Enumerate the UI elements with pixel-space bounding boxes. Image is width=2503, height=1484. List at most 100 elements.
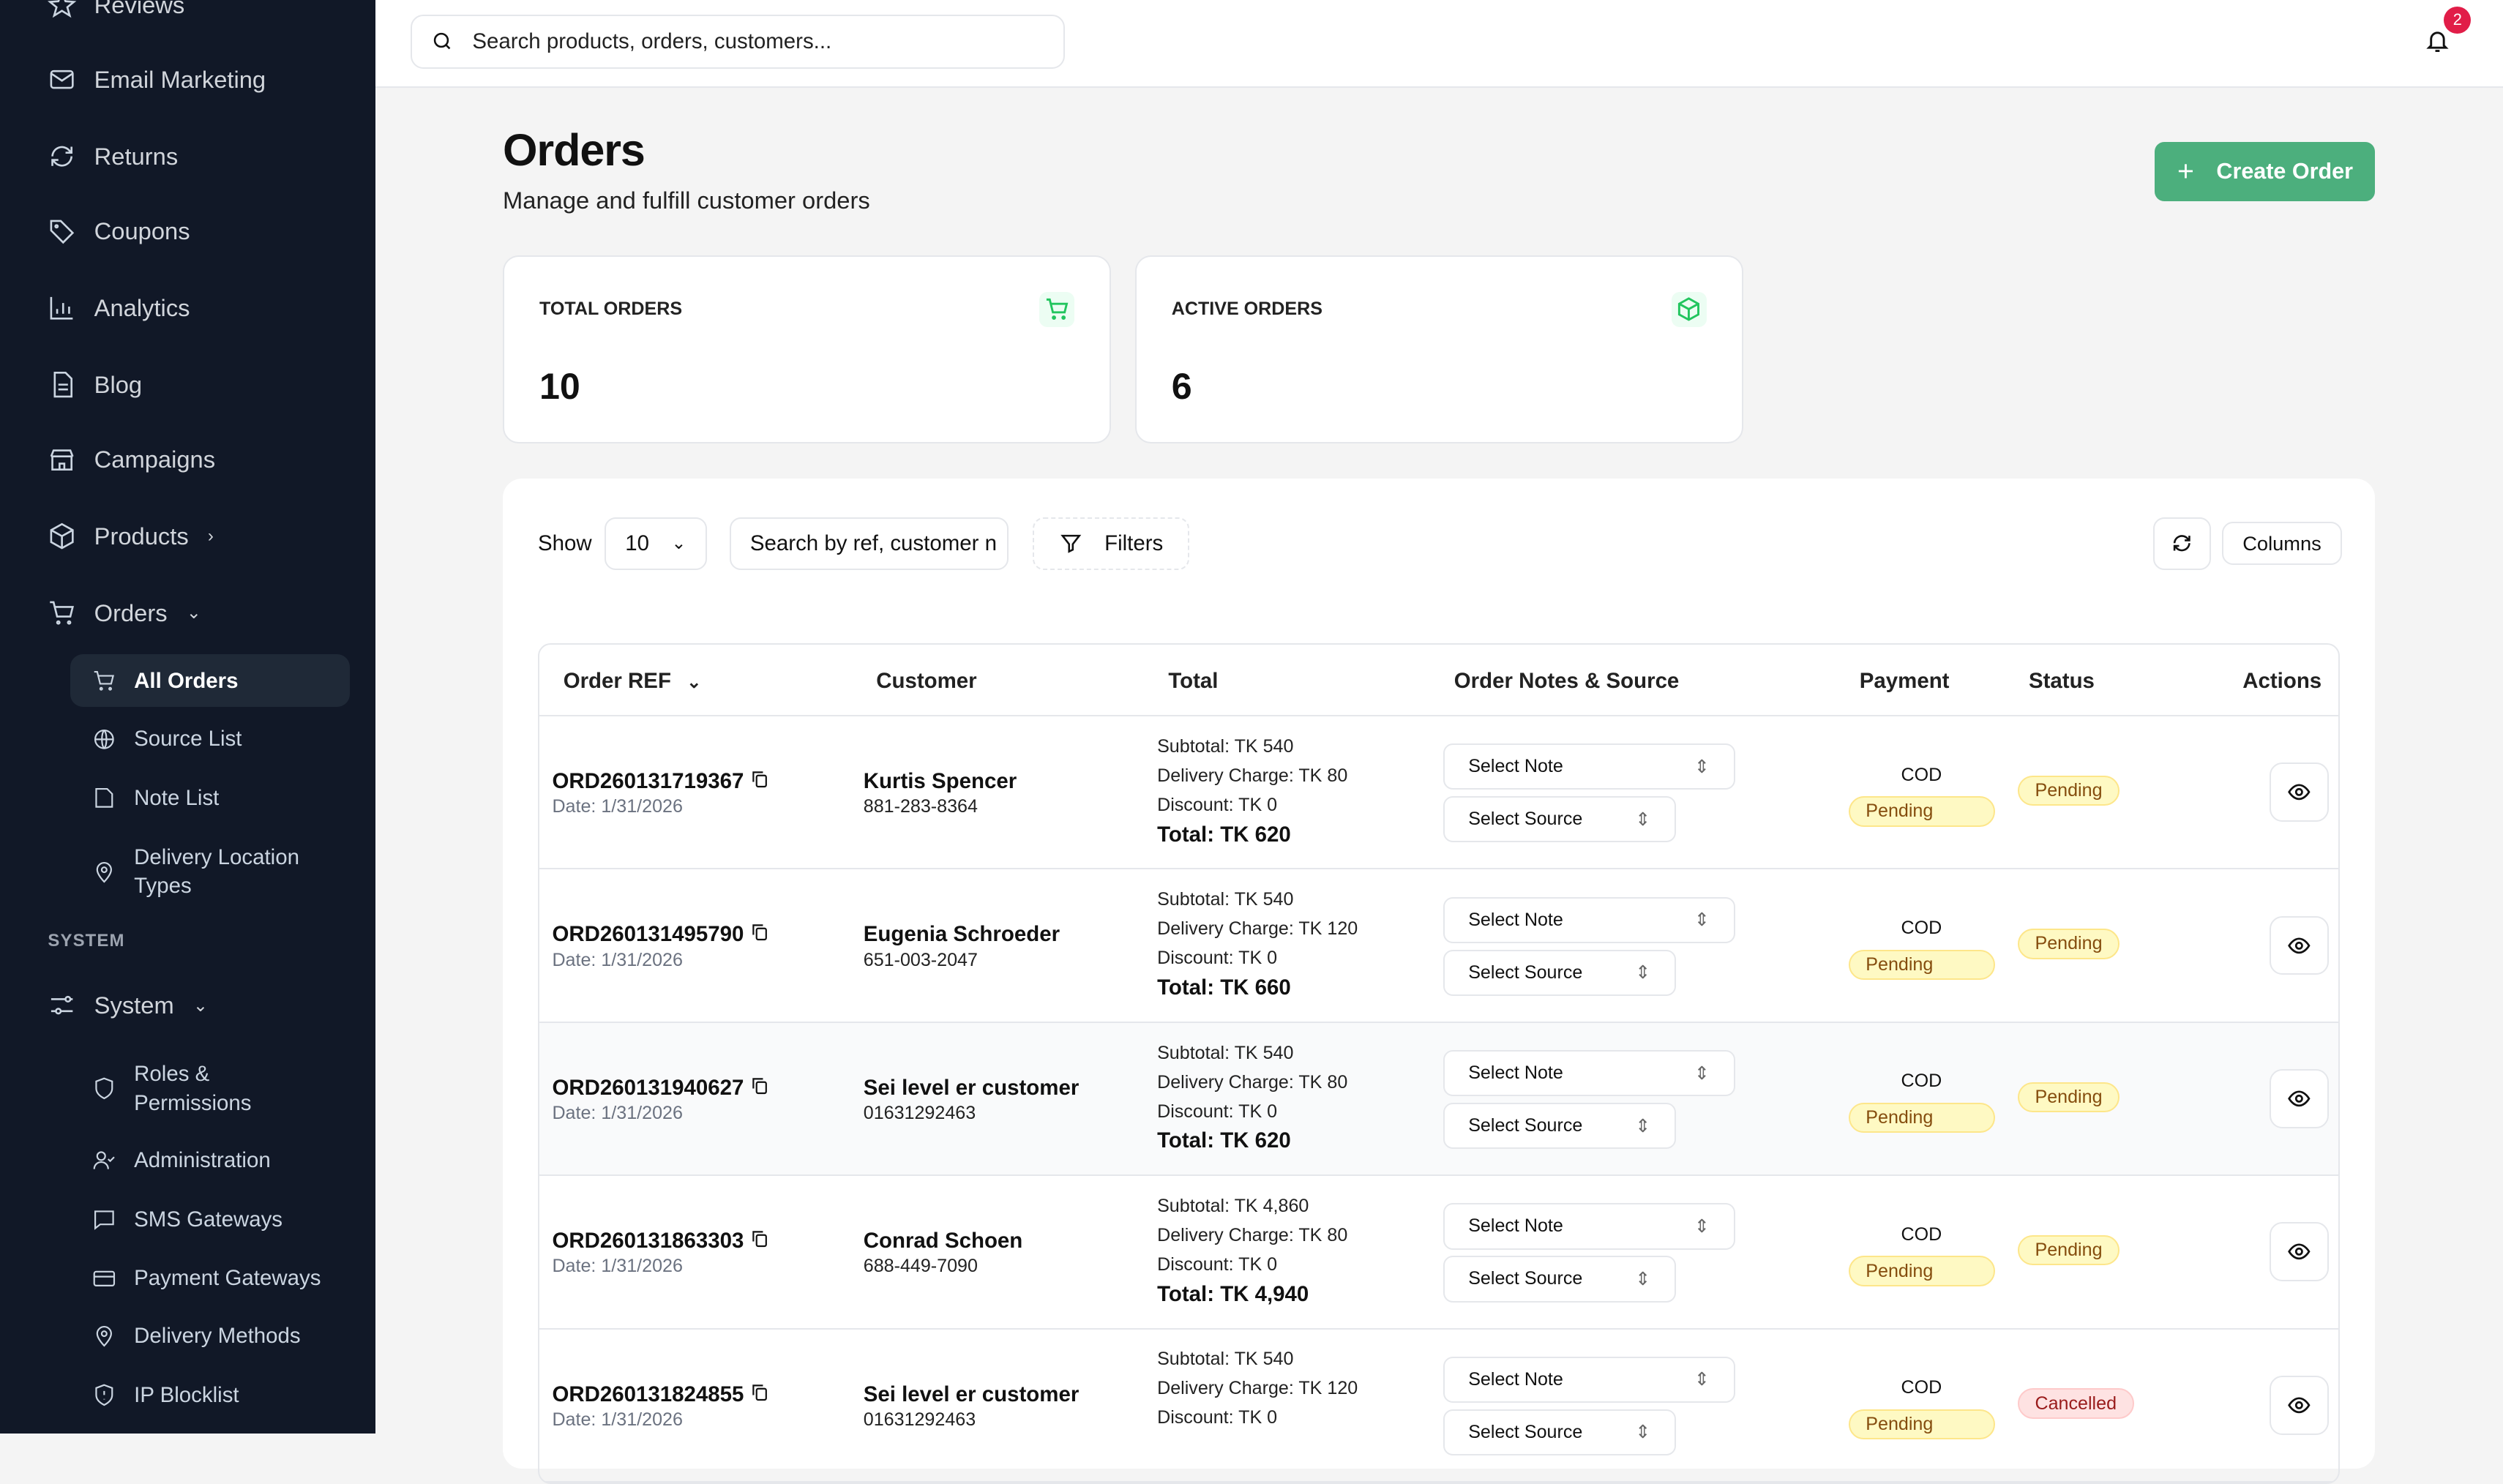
copy-icon[interactable]: [750, 922, 769, 941]
stat-label: ACTIVE ORDERS: [1171, 298, 1322, 319]
nav-email-marketing[interactable]: Email Marketing: [48, 65, 266, 94]
nav-label: Reviews: [94, 0, 185, 18]
columns-label: Columns: [2242, 531, 2321, 555]
sub-sms-gateways[interactable]: SMS Gateways: [70, 1205, 350, 1234]
nav-coupons[interactable]: Coupons: [48, 217, 190, 246]
nav-reviews[interactable]: Reviews: [48, 0, 184, 19]
order-date: Date: 1/31/2026: [552, 796, 683, 817]
payment-status-badge: Pending: [1848, 949, 1996, 980]
credit-card-icon: [94, 1270, 116, 1286]
nav-blog[interactable]: Blog: [48, 370, 142, 399]
order-ref[interactable]: ORD260131824855: [552, 1382, 768, 1407]
note-select-value: Select Note: [1468, 1215, 1563, 1237]
copy-icon[interactable]: [750, 1229, 769, 1248]
box-icon: [50, 522, 75, 550]
source-select[interactable]: Select Source ⇕: [1443, 949, 1676, 996]
header-total: Total: [1168, 668, 1219, 693]
delivery-charge: Delivery Charge: TK 80: [1157, 1224, 1348, 1245]
order-total: Total: TK 620: [1157, 822, 1291, 847]
note-select[interactable]: Select Note ⇕: [1443, 1049, 1735, 1097]
payment-method: COD: [1901, 764, 1942, 785]
copy-icon[interactable]: [750, 1076, 769, 1095]
view-order-button[interactable]: [2270, 762, 2329, 822]
order-ref[interactable]: ORD260131719367: [552, 769, 768, 794]
star-icon: [48, 0, 77, 18]
nav-orders[interactable]: Orders ⌄: [48, 599, 201, 627]
customer-phone: 01631292463: [863, 1102, 976, 1123]
order-status-badge: Pending: [2017, 1234, 2120, 1266]
filters-button[interactable]: Filters: [1033, 517, 1189, 570]
chevron-down-icon: ⌄: [671, 533, 686, 554]
sub-ip-blocklist[interactable]: IP Blocklist: [70, 1381, 350, 1409]
nav-analytics[interactable]: Analytics: [48, 293, 190, 322]
order-total: Total: TK 4,940: [1157, 1281, 1309, 1306]
sub-payment-gateways[interactable]: Payment Gateways: [70, 1264, 350, 1292]
chevron-updown-icon: ⇕: [1694, 1369, 1710, 1390]
copy-icon[interactable]: [750, 1382, 769, 1401]
payment-status-badge: Pending: [1848, 796, 1996, 827]
bell-icon[interactable]: [2425, 29, 2450, 54]
order-search-input[interactable]: Search by ref, customer n: [729, 517, 1009, 570]
eye-icon: [2288, 1090, 2311, 1107]
order-total-breakdown: Subtotal: TK 540 Delivery Charge: TK 80 …: [1157, 1039, 1347, 1158]
user-check-icon: [94, 1151, 116, 1169]
delivery-charge: Delivery Charge: TK 120: [1157, 1378, 1358, 1399]
sliders-icon: [51, 996, 73, 1015]
page-size-value: 10: [625, 531, 649, 555]
order-date: Date: 1/31/2026: [552, 1102, 683, 1123]
header-order-ref[interactable]: Order REF ⌄: [564, 669, 702, 694]
stat-value: 10: [539, 366, 580, 408]
view-order-button[interactable]: [2270, 915, 2329, 975]
plus-icon: +: [2177, 154, 2194, 187]
create-order-button[interactable]: + Create Order: [2155, 142, 2376, 201]
source-select[interactable]: Select Source ⇕: [1443, 1409, 1676, 1455]
order-ref[interactable]: ORD260131495790: [552, 922, 768, 947]
nav-products[interactable]: Products ›: [48, 522, 214, 550]
sub-administration[interactable]: Administration: [70, 1146, 350, 1174]
source-select[interactable]: Select Source ⇕: [1443, 1102, 1676, 1150]
sub-roles-permissions[interactable]: Roles & Permissions: [70, 1060, 350, 1117]
copy-icon[interactable]: [750, 769, 769, 788]
section-label: SYSTEM: [48, 930, 125, 951]
order-ref[interactable]: ORD260131863303: [552, 1229, 768, 1253]
view-order-button[interactable]: [2270, 1222, 2329, 1282]
source-select[interactable]: Select Source ⇕: [1443, 796, 1676, 843]
sub-note-list[interactable]: Note List: [70, 784, 350, 812]
note-select[interactable]: Select Note ⇕: [1443, 743, 1735, 790]
refresh-icon: [51, 146, 73, 167]
sub-delivery-location-types[interactable]: Delivery Location Types: [70, 843, 350, 901]
document-icon: [53, 371, 73, 398]
view-order-button[interactable]: [2270, 1375, 2329, 1435]
payment-status-badge: Pending: [1848, 1256, 1996, 1286]
order-date: Date: 1/31/2026: [552, 1409, 683, 1430]
show-label: Show: [538, 531, 592, 555]
page-title: Orders: [503, 125, 646, 176]
note-select-value: Select Note: [1468, 1368, 1563, 1390]
columns-button[interactable]: Columns: [2222, 522, 2342, 566]
view-order-button[interactable]: [2270, 1069, 2329, 1128]
note-select[interactable]: Select Note ⇕: [1443, 1356, 1735, 1403]
chevron-updown-icon: ⇕: [1635, 962, 1651, 983]
sub-all-orders[interactable]: All Orders: [70, 654, 350, 708]
discount: Discount: TK 0: [1157, 948, 1278, 969]
source-select[interactable]: Select Source ⇕: [1443, 1256, 1676, 1303]
note-select[interactable]: Select Note ⇕: [1443, 896, 1735, 943]
global-search-input[interactable]: Search products, orders, customers...: [410, 14, 1065, 69]
delivery-charge: Delivery Charge: TK 80: [1157, 765, 1348, 786]
order-ref[interactable]: ORD260131940627: [552, 1076, 768, 1101]
nav-campaigns[interactable]: Campaigns: [48, 446, 215, 474]
note-select[interactable]: Select Note ⇕: [1443, 1203, 1735, 1250]
eye-icon: [2288, 784, 2311, 801]
nav-returns[interactable]: Returns: [48, 142, 178, 170]
create-order-label: Create Order: [2216, 158, 2353, 184]
page-size-select[interactable]: 10 ⌄: [605, 517, 707, 570]
sub-label: IP Blocklist: [134, 1382, 239, 1407]
chevron-updown-icon: ⇕: [1694, 910, 1710, 931]
header-label: Order REF: [563, 668, 671, 693]
chevron-updown-icon: ⇕: [1635, 1115, 1651, 1136]
sub-source-list[interactable]: Source List: [70, 724, 350, 753]
refresh-button[interactable]: [2153, 517, 2211, 570]
nav-system[interactable]: System ⌄: [48, 991, 208, 1019]
sub-label: Roles & Permissions: [134, 1062, 252, 1115]
sub-delivery-methods[interactable]: Delivery Methods: [70, 1322, 350, 1350]
